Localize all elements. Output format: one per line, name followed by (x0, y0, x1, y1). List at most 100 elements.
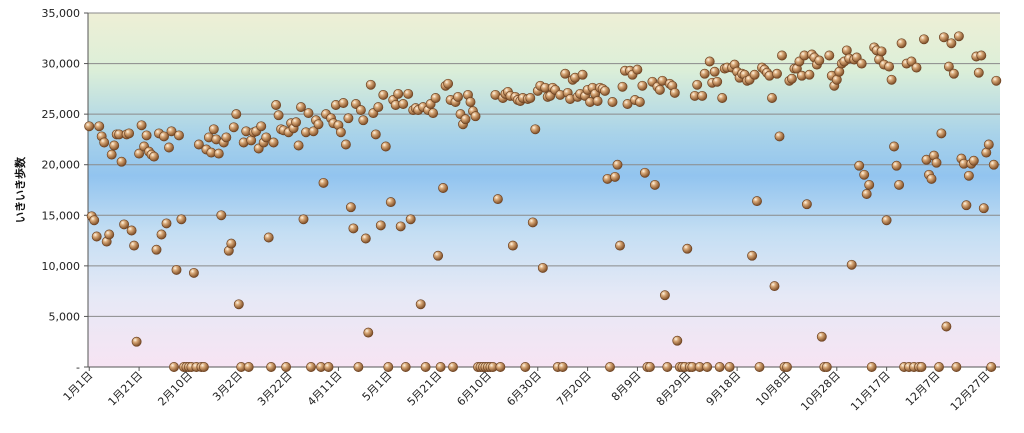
data-point (460, 114, 471, 125)
data-point (639, 167, 650, 178)
data-point (91, 231, 102, 242)
data-point (268, 137, 279, 148)
data-point (520, 362, 531, 372)
data-point (592, 96, 603, 106)
data-point (340, 139, 351, 150)
data-point (953, 31, 964, 42)
data-point (861, 189, 872, 199)
data-points (84, 31, 1002, 372)
data-point (119, 219, 130, 230)
data-point (938, 32, 949, 43)
data-point (435, 362, 446, 372)
data-point (557, 362, 568, 372)
data-point (654, 84, 665, 95)
data-point (637, 80, 648, 91)
data-point (634, 97, 645, 107)
data-point (400, 362, 411, 372)
data-point (615, 240, 625, 251)
y-tick-label: 30,000 (42, 58, 81, 71)
data-point (752, 196, 762, 207)
data-point (607, 97, 618, 107)
data-point (600, 85, 610, 96)
data-point (465, 97, 476, 107)
data-point (169, 362, 179, 372)
data-point (188, 267, 199, 278)
data-point (801, 199, 812, 210)
data-point (560, 68, 571, 79)
y-tick-label: 20,000 (42, 159, 81, 172)
data-point (226, 238, 237, 249)
data-point (988, 159, 999, 170)
data-point (378, 89, 389, 100)
data-point (365, 79, 376, 90)
data-point (405, 214, 416, 225)
data-point (335, 127, 346, 138)
data-point (931, 157, 942, 168)
data-point (948, 68, 959, 79)
data-point (946, 38, 957, 49)
data-point (383, 362, 394, 372)
data-point (291, 117, 302, 128)
data-point (84, 121, 95, 132)
x-tick-label: 2月10日 (155, 369, 195, 409)
data-point (428, 108, 439, 119)
data-point (156, 229, 167, 240)
data-point (353, 362, 364, 372)
data-point (821, 362, 832, 372)
data-point (669, 87, 680, 98)
x-tick-label: 8月9日 (609, 369, 644, 404)
x-tick-label: 12月27日 (948, 369, 993, 414)
data-point (370, 129, 381, 140)
data-point (348, 223, 359, 234)
data-point (617, 81, 628, 92)
data-point (318, 177, 329, 188)
data-point (894, 179, 905, 190)
data-point (682, 243, 693, 254)
data-point (704, 56, 715, 67)
x-tick-label: 10月28日 (798, 369, 843, 414)
data-point (94, 121, 105, 132)
data-point (889, 141, 900, 152)
data-point (261, 132, 272, 143)
data-point (649, 179, 660, 190)
data-point (233, 299, 244, 310)
data-point (632, 64, 643, 75)
data-point (856, 58, 867, 69)
data-point (308, 126, 319, 137)
data-point (717, 93, 728, 103)
data-point (430, 93, 441, 103)
x-tick-label: 3月2日 (210, 369, 245, 404)
data-point (171, 264, 182, 275)
data-point (714, 362, 725, 372)
data-point (934, 362, 944, 372)
data-point (709, 66, 720, 77)
x-tick-label: 12月7日 (903, 369, 943, 409)
data-point (816, 331, 827, 342)
x-tick-label: 7月20日 (554, 369, 594, 409)
data-point (136, 120, 147, 131)
data-point (124, 128, 135, 139)
x-tick-label: 6月30日 (504, 369, 544, 409)
data-point (109, 140, 120, 151)
data-point (415, 299, 426, 310)
x-tick-label: 5月1日 (360, 369, 395, 404)
data-point (978, 203, 989, 214)
data-point (577, 69, 588, 80)
data-point (824, 50, 835, 61)
data-point (986, 362, 997, 372)
data-point (610, 171, 620, 182)
data-point (221, 132, 232, 143)
x-tick-label: 3月22日 (255, 369, 295, 409)
data-point (216, 210, 227, 221)
data-point (697, 90, 708, 101)
data-point (231, 109, 242, 120)
data-point (433, 250, 444, 261)
data-point (208, 124, 219, 135)
data-point (298, 214, 309, 225)
data-point (420, 362, 431, 372)
x-tick-label: 1月21日 (106, 369, 146, 409)
data-point (747, 250, 758, 261)
data-point (263, 232, 274, 243)
data-point (772, 68, 782, 79)
data-point (662, 362, 673, 372)
